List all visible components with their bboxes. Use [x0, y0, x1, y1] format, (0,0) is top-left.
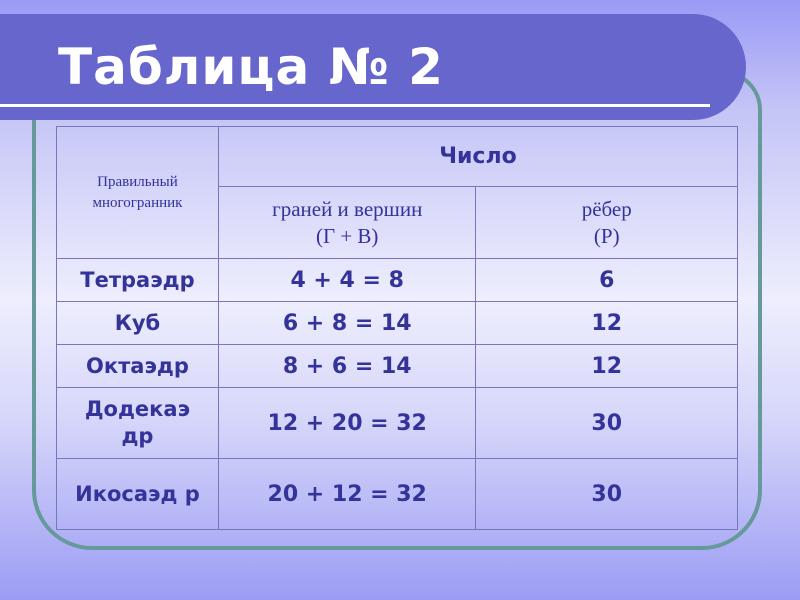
- edges-count: 30: [475, 458, 738, 530]
- edges-count: 12: [475, 301, 738, 345]
- slide-title: Таблица № 2: [58, 38, 444, 96]
- polyhedron-name: Додекаэ др: [56, 387, 219, 459]
- table-row: Куб 6 + 8 = 14 12: [56, 301, 738, 345]
- table-row: Икосаэд р 20 + 12 = 32 30: [56, 458, 738, 530]
- faces-vertices-sum: 20 + 12 = 32: [217, 458, 477, 530]
- header-polyhedron: Правильный многогранник: [56, 126, 219, 259]
- edges-count: 12: [475, 344, 738, 388]
- faces-vertices-sum: 6 + 8 = 14: [217, 301, 477, 345]
- faces-vertices-sum: 8 + 6 = 14: [217, 344, 477, 388]
- polyhedron-name: Октаэдр: [56, 344, 219, 388]
- faces-vertices-sum: 4 + 4 = 8: [217, 258, 477, 302]
- polyhedron-name: Куб: [56, 301, 219, 345]
- table-row: Октаэдр 8 + 6 = 14 12: [56, 344, 738, 388]
- title-underline: [0, 104, 710, 107]
- header-number: Число: [217, 126, 739, 187]
- header-edges-formula: (Р): [593, 223, 620, 248]
- header-faces-vertices-formula: (Г + В): [315, 223, 379, 248]
- header-edges: рёбер (Р): [475, 186, 738, 259]
- polyhedra-table: Правильный многогранник Число граней и в…: [56, 126, 739, 530]
- title-bar: [0, 14, 746, 120]
- edges-count: 6: [475, 258, 738, 302]
- header-faces-vertices-label: граней и вершин: [272, 196, 423, 221]
- header-edges-label: рёбер: [581, 196, 632, 221]
- table-row: Додекаэ др 12 + 20 = 32 30: [56, 387, 738, 459]
- header-faces-vertices: граней и вершин (Г + В): [217, 186, 477, 259]
- table-row: Тетраэдр 4 + 4 = 8 6: [56, 258, 738, 302]
- edges-count: 30: [475, 387, 738, 459]
- polyhedron-name: Тетраэдр: [56, 258, 219, 302]
- polyhedron-name: Икосаэд р: [56, 458, 219, 530]
- faces-vertices-sum: 12 + 20 = 32: [217, 387, 477, 459]
